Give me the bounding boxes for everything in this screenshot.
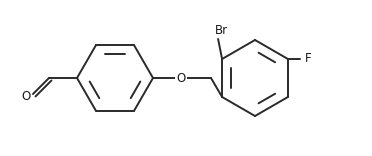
Text: Br: Br [215, 24, 228, 37]
Text: O: O [176, 71, 186, 85]
Text: F: F [305, 53, 311, 66]
Text: O: O [21, 90, 31, 102]
